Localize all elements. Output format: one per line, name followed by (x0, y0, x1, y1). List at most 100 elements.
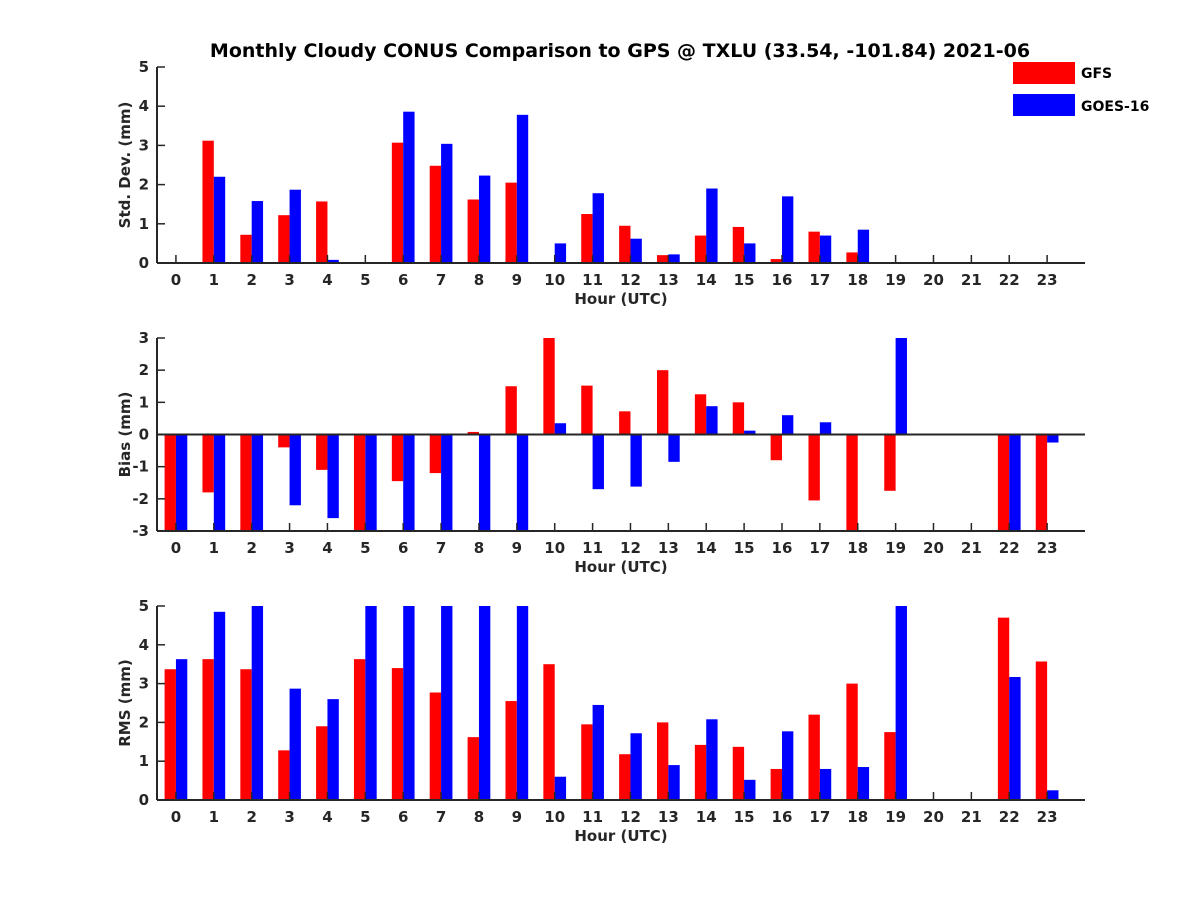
x-tick-label: 8 (474, 808, 484, 826)
bar-gfs-hour-12 (619, 754, 631, 800)
bar-gfs-hour-11 (581, 724, 593, 800)
x-tick-label: 0 (171, 271, 181, 289)
bar-gfs-hour-17 (808, 714, 820, 800)
bar-gfs-hour-22 (997, 617, 1010, 800)
x-tick-label: 17 (809, 808, 830, 826)
y-axis-label: Std. Dev. (mm) (116, 102, 134, 229)
x-tick-label: 13 (658, 808, 679, 826)
bar-gfs-hour-3 (278, 215, 290, 263)
bar-gfs-hour-11 (581, 214, 593, 263)
y-tick-label: 2 (139, 361, 149, 379)
bar-goes16-hour-5 (365, 434, 377, 531)
x-tick-label: 18 (847, 808, 868, 826)
x-tick-label: 5 (360, 539, 370, 557)
bar-goes16-hour-6 (403, 606, 415, 800)
y-tick-label: -2 (132, 490, 149, 508)
bar-goes16-hour-13 (668, 765, 680, 800)
x-tick-label: 19 (885, 808, 906, 826)
x-axis-label: Hour (UTC) (574, 558, 667, 576)
bar-gfs-hour-8 (467, 431, 479, 435)
bar-gfs-hour-4 (316, 726, 328, 800)
x-tick-label: 21 (961, 271, 982, 289)
x-tick-label: 5 (360, 808, 370, 826)
legend-swatch-goes16 (1013, 94, 1075, 116)
x-tick-label: 11 (582, 539, 603, 557)
bar-gfs-hour-17 (808, 434, 820, 501)
bar-goes16-hour-14 (706, 406, 718, 435)
x-tick-label: 21 (961, 808, 982, 826)
bar-goes16-hour-23 (1047, 790, 1059, 800)
bar-goes16-hour-0 (175, 659, 188, 800)
bar-goes16-hour-11 (592, 434, 604, 490)
bar-gfs-hour-12 (619, 225, 631, 263)
x-tick-label: 16 (772, 808, 793, 826)
x-tick-label: 4 (322, 539, 332, 557)
bar-goes16-hour-4 (327, 699, 339, 800)
bar-goes16-hour-15 (744, 430, 756, 435)
bar-goes16-hour-18 (857, 229, 870, 263)
x-tick-label: 0 (171, 539, 181, 557)
y-tick-label: 3 (139, 329, 149, 347)
bar-gfs-hour-7 (429, 165, 442, 263)
x-tick-label: 15 (734, 271, 755, 289)
x-tick-label: 12 (620, 808, 641, 826)
bar-gfs-hour-19 (884, 434, 896, 491)
y-tick-label: 0 (139, 426, 149, 444)
bar-gfs-hour-9 (505, 386, 517, 435)
bar-gfs-hour-6 (391, 668, 404, 800)
bar-gfs-hour-10 (543, 338, 555, 435)
bar-gfs-hour-5 (353, 659, 366, 800)
bar-gfs-hour-13 (656, 722, 669, 800)
x-tick-label: 4 (322, 271, 332, 289)
bar-goes16-hour-3 (289, 434, 301, 506)
bar-gfs-hour-4 (316, 201, 328, 263)
bar-gfs-hour-1 (202, 659, 214, 800)
bar-gfs-hour-15 (732, 402, 745, 435)
x-tick-label: 19 (885, 539, 906, 557)
legend-label-gfs: GFS (1081, 66, 1112, 82)
bar-gfs-hour-1 (202, 434, 214, 493)
x-tick-label: 12 (620, 539, 641, 557)
bar-goes16-hour-14 (706, 188, 718, 263)
bar-goes16-hour-9 (516, 114, 529, 263)
bar-goes16-hour-7 (441, 143, 453, 263)
bar-gfs-hour-14 (694, 394, 707, 435)
bar-goes16-hour-12 (630, 238, 642, 263)
x-tick-label: 22 (999, 271, 1020, 289)
x-tick-label: 1 (209, 808, 219, 826)
x-tick-label: 8 (474, 539, 484, 557)
bar-gfs-hour-4 (316, 434, 328, 470)
bar-gfs-hour-2 (240, 434, 252, 531)
y-tick-label: -3 (132, 522, 149, 540)
y-tick-label: 5 (139, 597, 149, 615)
x-tick-label: 18 (847, 539, 868, 557)
bar-gfs-hour-16 (770, 768, 782, 800)
x-tick-label: 2 (246, 271, 256, 289)
x-tick-label: 15 (734, 808, 755, 826)
bar-gfs-hour-22 (997, 434, 1010, 531)
x-tick-label: 6 (398, 539, 408, 557)
x-tick-label: 17 (809, 271, 830, 289)
bar-goes16-hour-13 (668, 434, 680, 462)
bar-goes16-hour-4 (327, 434, 339, 519)
bar-goes16-hour-3 (289, 189, 301, 263)
x-tick-label: 20 (923, 271, 944, 289)
bar-gfs-hour-23 (1035, 434, 1048, 531)
bar-goes16-hour-15 (744, 243, 756, 263)
legend: GFS GOES-16 (1013, 62, 1149, 116)
legend-swatch-gfs (1013, 62, 1075, 84)
bar-goes16-hour-18 (857, 767, 870, 800)
bar-goes16-hour-0 (175, 434, 188, 531)
bar-gfs-hour-10 (543, 664, 555, 800)
bar-gfs-hour-19 (884, 732, 896, 800)
bar-gfs-hour-13 (656, 370, 669, 435)
bar-gfs-hour-3 (278, 750, 290, 800)
bar-gfs-hour-6 (391, 434, 404, 482)
x-tick-label: 5 (360, 271, 370, 289)
bar-goes16-hour-10 (554, 423, 567, 435)
y-tick-label: 1 (139, 215, 149, 233)
bar-goes16-hour-13 (668, 254, 680, 263)
bar-goes16-hour-19 (895, 338, 907, 435)
x-tick-label: 9 (512, 271, 522, 289)
